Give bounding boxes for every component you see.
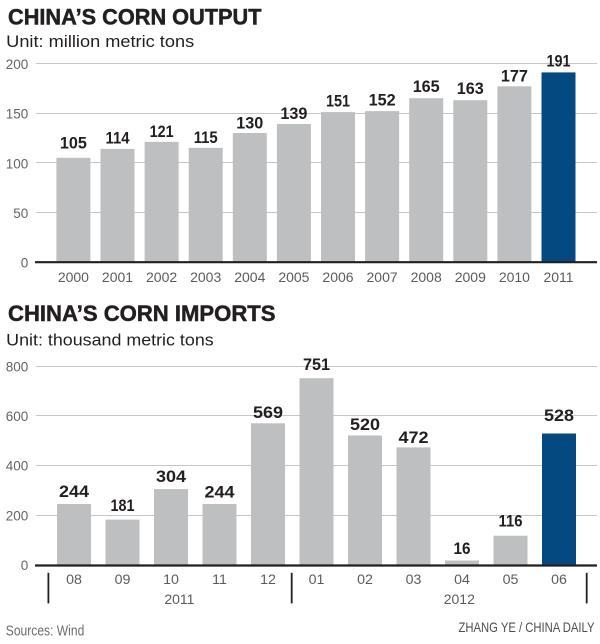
svg-text:03: 03 [406,572,422,588]
svg-text:244: 244 [205,483,236,502]
svg-text:50: 50 [13,206,28,221]
svg-text:116: 116 [499,512,523,531]
svg-text:Unit: million metric tons: Unit: million metric tons [6,32,194,51]
svg-text:09: 09 [115,572,131,588]
svg-text:115: 115 [194,128,218,147]
svg-text:CHINA’S CORN OUTPUT: CHINA’S CORN OUTPUT [8,4,262,29]
svg-text:800: 800 [6,360,29,375]
svg-text:200: 200 [6,508,29,523]
svg-text:ZHANG YE / CHINA DAILY: ZHANG YE / CHINA DAILY [459,620,595,635]
svg-text:472: 472 [399,428,429,447]
svg-text:569: 569 [253,403,283,422]
svg-text:2011: 2011 [543,269,573,285]
svg-text:2006: 2006 [322,269,353,285]
svg-text:0: 0 [21,256,29,271]
svg-text:2010: 2010 [499,269,530,285]
svg-text:Sources: Wind: Sources: Wind [6,622,85,639]
svg-text:114: 114 [106,128,130,147]
svg-text:08: 08 [66,572,82,588]
svg-text:06: 06 [551,572,567,588]
svg-text:191: 191 [547,52,571,71]
svg-text:105: 105 [60,133,87,152]
svg-text:181: 181 [111,496,135,515]
svg-text:12: 12 [260,572,276,588]
svg-text:2001: 2001 [102,269,133,285]
svg-text:CHINA’S CORN IMPORTS: CHINA’S CORN IMPORTS [8,301,276,326]
svg-text:304: 304 [156,467,187,486]
svg-text:139: 139 [280,104,307,123]
svg-text:2004: 2004 [234,269,265,285]
svg-text:163: 163 [457,79,484,98]
svg-text:2012: 2012 [444,591,475,607]
svg-text:151: 151 [326,92,350,111]
svg-text:10: 10 [163,572,179,588]
svg-text:2003: 2003 [190,269,221,285]
svg-text:165: 165 [413,77,440,96]
svg-text:244: 244 [59,482,90,501]
svg-text:05: 05 [503,572,519,588]
svg-text:121: 121 [150,122,174,141]
svg-text:130: 130 [236,114,263,133]
svg-text:2007: 2007 [367,269,398,285]
svg-text:2009: 2009 [455,269,486,285]
svg-text:11: 11 [212,572,227,588]
svg-text:02: 02 [357,572,373,588]
svg-text:2002: 2002 [146,269,177,285]
svg-text:2000: 2000 [58,269,89,285]
svg-text:100: 100 [6,156,29,171]
svg-text:600: 600 [6,409,29,424]
svg-text:150: 150 [6,107,29,122]
svg-text:528: 528 [544,406,574,425]
svg-text:200: 200 [6,57,29,72]
svg-text:520: 520 [350,415,380,434]
svg-text:Unit: thousand metric tons: Unit: thousand metric tons [6,331,214,350]
svg-text:0: 0 [21,558,29,573]
svg-text:2005: 2005 [278,269,309,285]
svg-text:400: 400 [6,459,29,474]
svg-text:01: 01 [309,572,325,588]
svg-text:16: 16 [454,539,471,558]
svg-text:751: 751 [303,355,330,374]
svg-text:04: 04 [454,572,470,588]
svg-text:2011: 2011 [164,591,194,607]
svg-text:152: 152 [369,91,396,110]
svg-text:2008: 2008 [411,269,442,285]
svg-text:177: 177 [501,66,528,85]
